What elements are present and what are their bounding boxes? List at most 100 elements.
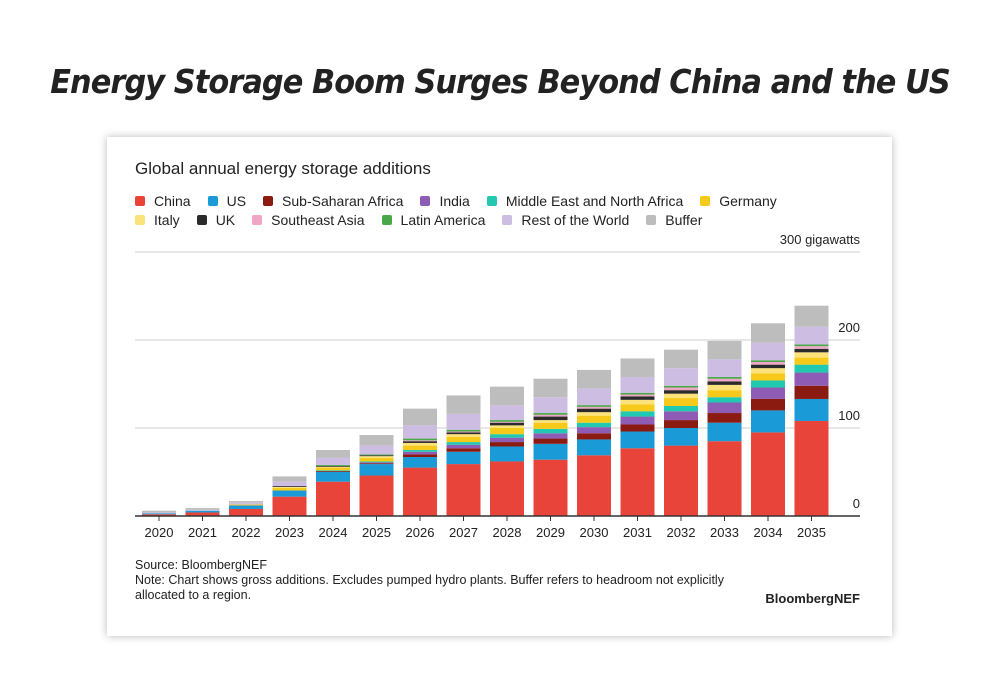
bar-segment-germany	[664, 398, 698, 406]
bar-segment-italy	[751, 368, 785, 374]
bar-segment-italy	[403, 442, 437, 446]
bar-segment-germany	[403, 445, 437, 450]
legend-item: Middle East and North Africa	[486, 193, 684, 209]
bar-segment-buffer	[142, 510, 176, 513]
brand-logo: BloombergNEF	[765, 591, 860, 606]
bar-segment-uk	[446, 432, 481, 435]
legend-item: Southeast Asia	[252, 212, 365, 228]
bar-segment-sub-saharan-africa	[751, 398, 785, 411]
legend-item: UK	[196, 212, 235, 228]
bar-segment-sub-saharan-africa	[446, 448, 481, 452]
bar-segment-southeast-asia	[664, 387, 698, 391]
bar-segment-middle-east-and-north-africa	[316, 470, 350, 472]
x-tick-label: 2024	[319, 525, 348, 540]
bar-segment-middle-east-and-north-africa	[490, 434, 524, 438]
legend-label: Latin America	[400, 212, 486, 228]
bar-segment-india	[359, 462, 394, 464]
bar-segment-us	[620, 431, 655, 449]
bar-segment-southeast-asia	[577, 406, 611, 409]
bar-segment-us	[577, 439, 611, 456]
bar-segment-china	[707, 441, 742, 516]
bar-segment-buffer	[794, 305, 829, 327]
bar-segment-uk	[620, 396, 655, 400]
bar-segment-sub-saharan-africa	[577, 433, 611, 440]
bar-segment-buffer	[229, 501, 263, 503]
y-tick-label: 100	[838, 408, 860, 423]
bar-segment-rest-of-the-world	[142, 512, 176, 514]
legend-label: Germany	[719, 193, 777, 209]
bar-segment-uk	[490, 422, 524, 426]
bar-segment-italy	[533, 420, 568, 423]
x-tick-label: 2031	[623, 525, 652, 540]
bar-segment-southeast-asia	[620, 394, 655, 397]
bar-segment-latin-america	[620, 392, 655, 395]
bar-segment-china	[620, 448, 655, 516]
bar-segment-rest-of-the-world	[403, 425, 437, 439]
bar-segment-buffer	[446, 395, 481, 414]
bar-segment-latin-america	[707, 376, 742, 379]
legend-item: China	[135, 193, 191, 209]
bar-segment-rest-of-the-world	[185, 509, 220, 511]
x-tick-label: 2028	[493, 525, 522, 540]
bar-segment-italy	[707, 384, 742, 391]
bar-segment-middle-east-and-north-africa	[359, 461, 394, 463]
bar-segment-latin-america	[577, 405, 611, 407]
bar-segment-middle-east-and-north-africa	[403, 450, 437, 452]
bar-segment-uk	[316, 465, 350, 467]
bar-segment-us	[359, 464, 394, 476]
y-tick-label: 0	[853, 496, 860, 511]
bar-segment-us	[185, 510, 220, 513]
bar-segment-india	[707, 402, 742, 414]
bar-segment-italy	[577, 412, 611, 416]
bar-segment-southeast-asia	[751, 362, 785, 365]
bar-segment-rest-of-the-world	[490, 405, 524, 421]
bar-segment-uk	[403, 441, 437, 443]
headline: Energy Storage Boom Surges Beyond China …	[50, 62, 950, 101]
legend-item: Buffer	[646, 212, 702, 228]
bar-segment-china	[272, 496, 307, 516]
bar-segment-sub-saharan-africa	[490, 442, 524, 447]
bar-segment-italy	[794, 352, 829, 358]
bar-segment-rest-of-the-world	[794, 326, 829, 345]
bar-segment-india	[490, 437, 524, 443]
bar-segment-uk	[707, 381, 742, 385]
legend-item: Germany	[700, 193, 777, 209]
legend-item: India	[420, 193, 470, 209]
bar-segment-latin-america	[446, 429, 481, 432]
bar-segment-sub-saharan-africa	[359, 463, 394, 465]
bar-segment-india	[446, 444, 481, 449]
legend-label: Southeast Asia	[271, 212, 365, 228]
bar-segment-germany	[272, 487, 307, 491]
bar-segment-germany	[751, 373, 785, 381]
bar-segment-sub-saharan-africa	[316, 471, 350, 472]
bar-segment-sub-saharan-africa	[794, 385, 829, 399]
bar-segment-buffer	[533, 378, 568, 398]
bar-segment-buffer	[185, 508, 220, 510]
bar-segment-middle-east-and-north-africa	[533, 428, 568, 434]
bar-segment-germany	[577, 415, 611, 423]
legend-swatch	[502, 215, 513, 225]
legend-swatch	[263, 196, 274, 206]
bar-segment-rest-of-the-world	[707, 359, 742, 377]
legend-label: Middle East and North Africa	[505, 193, 684, 209]
legend-swatch	[486, 196, 497, 206]
legend-swatch	[646, 215, 657, 225]
bar-segment-china	[316, 481, 350, 516]
legend-label: Rest of the World	[521, 212, 630, 228]
bar-segment-india	[794, 372, 829, 386]
legend-swatch	[252, 215, 263, 225]
source-note: Source: BloombergNEF Note: Chart shows g…	[135, 558, 775, 603]
bar-segment-us	[446, 451, 481, 465]
bar-segment-latin-america	[359, 454, 394, 456]
bar-segment-buffer	[620, 358, 655, 377]
bar-segment-buffer	[359, 435, 394, 446]
bar-segment-uk	[664, 390, 698, 394]
x-tick-label: 2026	[406, 525, 435, 540]
bar-segment-us	[316, 472, 350, 482]
legend-item: Italy	[135, 212, 180, 228]
bar-segment-latin-america	[664, 385, 698, 388]
legend-swatch	[700, 196, 711, 206]
bar-segment-us	[751, 410, 785, 433]
bar-segment-germany	[707, 390, 742, 398]
bar-segment-sub-saharan-africa	[620, 424, 655, 432]
